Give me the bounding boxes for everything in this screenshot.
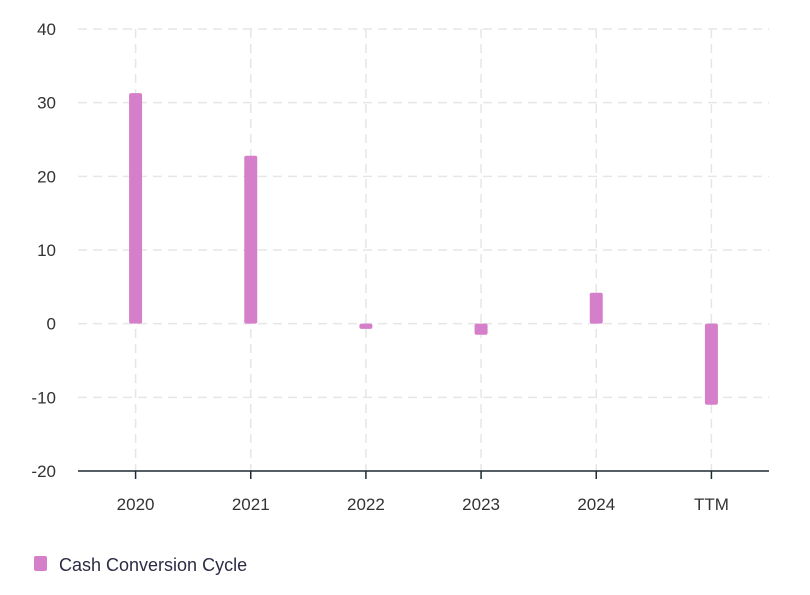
- legend-swatch-cash-conversion-cycle: [34, 556, 47, 571]
- bar-2020[interactable]: [129, 93, 143, 324]
- x-tick-label-TTM: TTM: [694, 495, 729, 514]
- y-tick-label-40: 40: [37, 20, 56, 39]
- x-tick-label-2023: 2023: [462, 495, 500, 514]
- x-tick-label-2020: 2020: [117, 495, 155, 514]
- y-tick-label--20: -20: [31, 462, 56, 481]
- horizontal-gridlines: [78, 28, 769, 399]
- x-axis-tick-labels: 2020 2021 2022 2023 2024 TTM: [117, 495, 729, 514]
- y-tick-label-10: 10: [37, 241, 56, 260]
- x-axis-tick-marks: [134, 471, 713, 479]
- x-tick-label-2024: 2024: [577, 495, 615, 514]
- bar-series-cash-conversion-cycle: [129, 93, 718, 405]
- y-axis-tick-labels: 40 30 20 10 0 -10 -20: [31, 20, 56, 481]
- y-tick-label--10: -10: [31, 388, 56, 407]
- y-tick-label-20: 20: [37, 167, 56, 186]
- y-tick-label-30: 30: [37, 94, 56, 113]
- legend[interactable]: Cash Conversion Cycle: [34, 555, 247, 575]
- y-tick-label-0: 0: [47, 315, 56, 334]
- legend-label-cash-conversion-cycle: Cash Conversion Cycle: [59, 555, 247, 575]
- bar-TTM[interactable]: [704, 323, 718, 405]
- x-tick-label-2022: 2022: [347, 495, 385, 514]
- x-tick-label-2021: 2021: [232, 495, 270, 514]
- bar-2023[interactable]: [474, 323, 488, 335]
- bar-2021[interactable]: [244, 155, 258, 324]
- bar-2024[interactable]: [589, 292, 603, 324]
- bar-2022[interactable]: [359, 323, 373, 329]
